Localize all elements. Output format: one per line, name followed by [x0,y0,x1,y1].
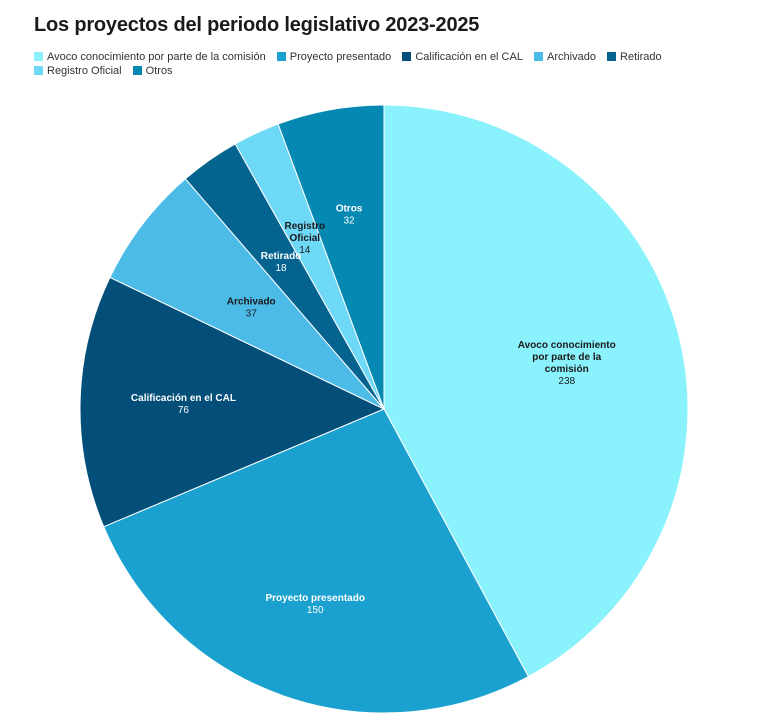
legend-item[interactable]: Archivado [534,50,596,64]
legend: Avoco conocimiento por parte de la comis… [34,50,734,78]
pie-slice[interactable] [109,178,385,410]
legend-item[interactable]: Otros [132,64,173,78]
legend-label: Retirado [620,51,662,63]
legend-swatch [34,66,43,75]
slice-label: Registro Oficial 14 [285,221,326,256]
slice-label: Avoco conocimiento por parte de la comisió… [518,340,616,387]
legend-swatch [534,52,544,61]
legend-label: Avoco conocimiento por parte de la comis… [47,51,266,63]
slice-label: Archivado 37 [227,296,276,319]
pie-slice[interactable] [103,408,530,714]
pie-slice[interactable] [79,276,386,528]
legend-item[interactable]: Calificación en el CAL [402,50,523,64]
legend-swatch [34,52,43,61]
slice-label: Retirado 18 [261,251,302,274]
slice-label: Otros 32 [336,204,363,227]
legend-swatch [132,66,142,75]
legend-label: Otros [145,65,173,77]
pie-slice[interactable] [383,104,689,678]
legend-label: Proyecto presentado [289,51,392,63]
legend-swatch [276,52,286,61]
legend-label: Calificación en el CAL [415,51,523,63]
legend-swatch [402,52,412,61]
legend-item[interactable]: Proyecto presentado [276,50,392,64]
legend-item[interactable]: Retirado [607,50,662,64]
slice-label: Proyecto presentado 150 [265,593,364,616]
legend-item[interactable]: Avoco conocimiento por parte de la comis… [34,50,266,64]
legend-label: Registro Oficial [47,65,122,77]
pie-slice[interactable] [277,104,385,410]
slice-label: Calificación en el CAL 76 [131,393,236,416]
legend-swatch [607,52,617,61]
chart-title: Los proyectos del periodo legislativo 20… [34,14,480,36]
legend-label: Archivado [547,51,596,63]
legend-item[interactable]: Registro Oficial [34,64,122,78]
